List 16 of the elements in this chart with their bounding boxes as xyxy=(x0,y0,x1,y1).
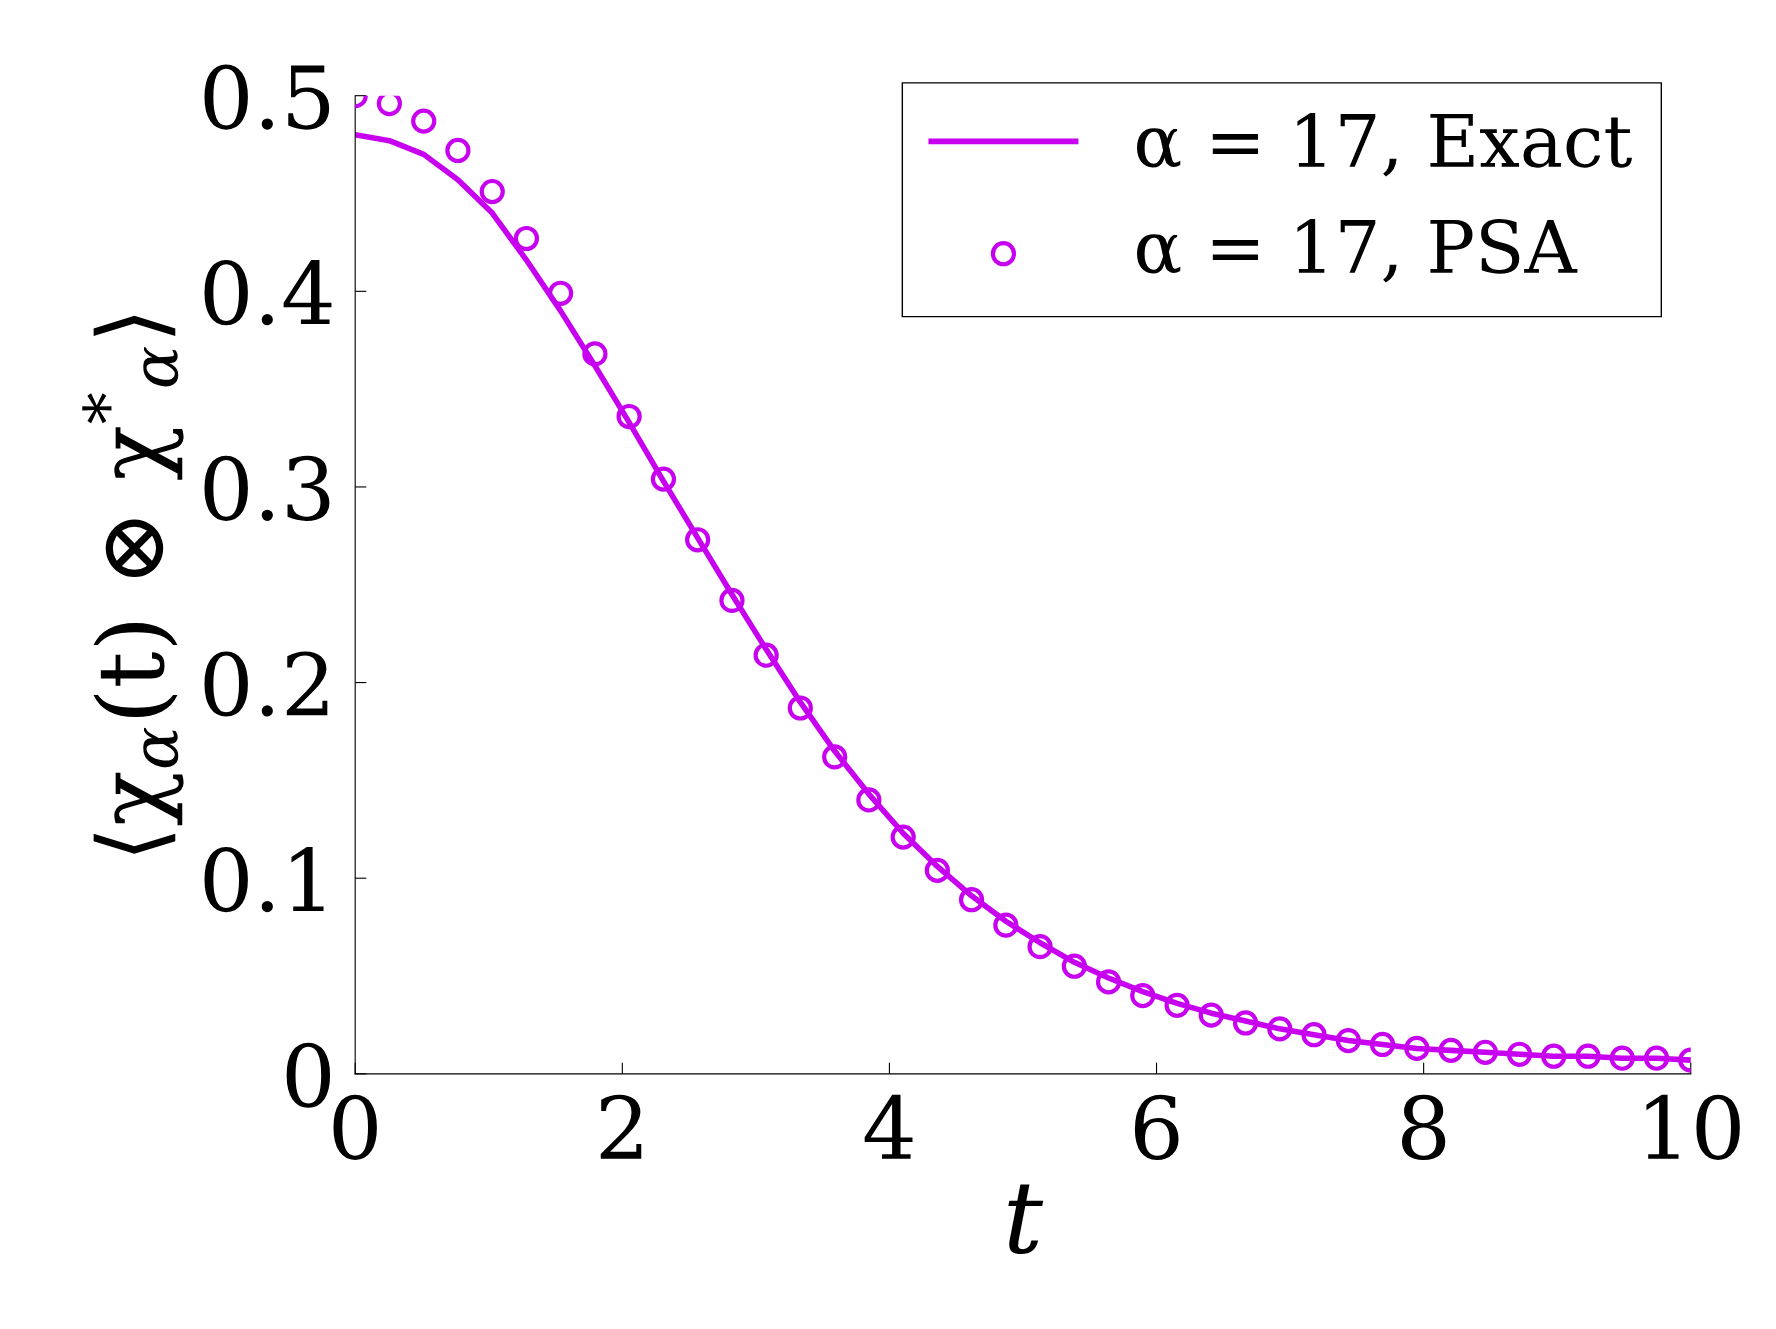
x-tick-label: 10 xyxy=(1646,1094,1740,1160)
y-tick-label: 0.4 xyxy=(204,260,332,326)
x-tick-label: 4 xyxy=(864,1094,913,1159)
y-tick-label: 0.3 xyxy=(204,455,330,521)
y-tick-label: 0.1 xyxy=(204,847,324,913)
x-tick-label: 6 xyxy=(1134,1094,1179,1160)
legend-label: α = 17, Exact xyxy=(1137,113,1632,177)
y-axis-title: ⟨χ$_{α}$(t) ⊗ χ$^{*}$$_{α}$⟩ xyxy=(82,315,184,854)
x-tick-label: 2 xyxy=(600,1094,642,1159)
x-axis-title: t xyxy=(1008,1184,1044,1255)
y-tick-label: 0.5 xyxy=(204,64,330,130)
y-tick-label: 0 xyxy=(286,1042,331,1108)
y-tick-label: 0.2 xyxy=(204,651,328,717)
x-tick-label: 8 xyxy=(1402,1094,1446,1160)
legend-label: α = 17, PSA xyxy=(1137,219,1578,283)
x-tick-label: 0 xyxy=(333,1094,377,1160)
